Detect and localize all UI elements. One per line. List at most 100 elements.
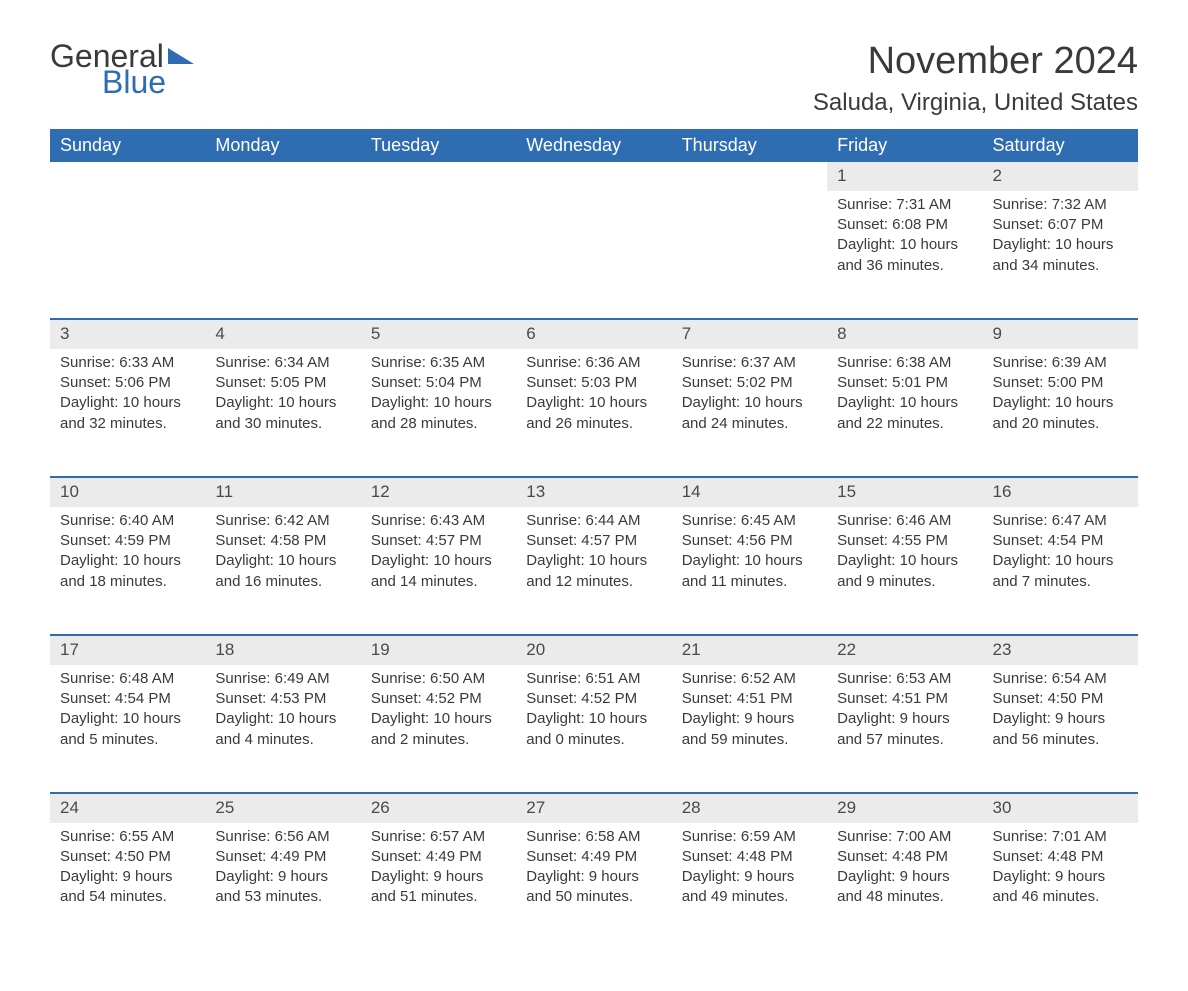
daylight-line: and 4 minutes. <box>215 730 350 750</box>
day-number: 2 <box>983 162 1138 191</box>
daylight-line: Daylight: 9 hours <box>993 709 1128 729</box>
sunrise-line: Sunrise: 6:49 AM <box>215 669 350 689</box>
daylight-line: Daylight: 10 hours <box>682 551 817 571</box>
day-number: 1 <box>827 162 982 191</box>
daylight-line: and 32 minutes. <box>60 414 195 434</box>
sunrise-line: Sunrise: 6:53 AM <box>837 669 972 689</box>
sunset-line: Sunset: 4:48 PM <box>837 847 972 867</box>
daylight-line: and 7 minutes. <box>993 572 1128 592</box>
title-block: November 2024 Saluda, Virginia, United S… <box>813 40 1138 117</box>
day-cell: Sunrise: 6:35 AMSunset: 5:04 PMDaylight:… <box>361 349 516 477</box>
day-number: 20 <box>516 635 671 665</box>
location: Saluda, Virginia, United States <box>813 89 1138 117</box>
sunrise-line: Sunrise: 7:00 AM <box>837 827 972 847</box>
day-number: 22 <box>827 635 982 665</box>
day-header-row: Sunday Monday Tuesday Wednesday Thursday… <box>50 129 1138 162</box>
day-number: 27 <box>516 793 671 823</box>
daylight-line: and 11 minutes. <box>682 572 817 592</box>
sunset-line: Sunset: 5:04 PM <box>371 373 506 393</box>
day-number: 25 <box>205 793 360 823</box>
logo: General Blue <box>50 40 194 98</box>
day-cell: Sunrise: 6:53 AMSunset: 4:51 PMDaylight:… <box>827 665 982 793</box>
day-header: Tuesday <box>361 129 516 162</box>
daylight-line: Daylight: 10 hours <box>371 393 506 413</box>
daylight-line: and 49 minutes. <box>682 887 817 907</box>
daylight-line: and 50 minutes. <box>526 887 661 907</box>
daylight-line: Daylight: 9 hours <box>682 709 817 729</box>
sunrise-line: Sunrise: 6:57 AM <box>371 827 506 847</box>
sunrise-line: Sunrise: 6:59 AM <box>682 827 817 847</box>
daylight-line: Daylight: 10 hours <box>993 393 1128 413</box>
empty-cell <box>361 191 516 319</box>
day-cell: Sunrise: 7:01 AMSunset: 4:48 PMDaylight:… <box>983 823 1138 951</box>
day-number: 3 <box>50 319 205 349</box>
sunrise-line: Sunrise: 6:45 AM <box>682 511 817 531</box>
empty-cell <box>205 162 360 191</box>
daylight-line: Daylight: 10 hours <box>526 551 661 571</box>
week-content-row: Sunrise: 6:40 AMSunset: 4:59 PMDaylight:… <box>50 507 1138 635</box>
daylight-line: and 20 minutes. <box>993 414 1128 434</box>
daylight-line: and 36 minutes. <box>837 256 972 276</box>
day-cell: Sunrise: 6:50 AMSunset: 4:52 PMDaylight:… <box>361 665 516 793</box>
empty-cell <box>672 191 827 319</box>
sunrise-line: Sunrise: 6:38 AM <box>837 353 972 373</box>
day-number: 19 <box>361 635 516 665</box>
sunrise-line: Sunrise: 6:39 AM <box>993 353 1128 373</box>
day-number: 26 <box>361 793 516 823</box>
sunset-line: Sunset: 4:48 PM <box>682 847 817 867</box>
day-number: 8 <box>827 319 982 349</box>
day-number: 15 <box>827 477 982 507</box>
sunrise-line: Sunrise: 6:40 AM <box>60 511 195 531</box>
daylight-line: Daylight: 10 hours <box>60 551 195 571</box>
sunset-line: Sunset: 4:52 PM <box>371 689 506 709</box>
sunset-line: Sunset: 4:49 PM <box>371 847 506 867</box>
day-number: 13 <box>516 477 671 507</box>
daylight-line: and 46 minutes. <box>993 887 1128 907</box>
sunset-line: Sunset: 5:00 PM <box>993 373 1128 393</box>
daylight-line: Daylight: 10 hours <box>60 393 195 413</box>
empty-cell <box>205 191 360 319</box>
day-number: 30 <box>983 793 1138 823</box>
sunset-line: Sunset: 4:57 PM <box>526 531 661 551</box>
day-number: 16 <box>983 477 1138 507</box>
sunrise-line: Sunrise: 6:43 AM <box>371 511 506 531</box>
day-number: 18 <box>205 635 360 665</box>
sunrise-line: Sunrise: 6:33 AM <box>60 353 195 373</box>
day-number: 28 <box>672 793 827 823</box>
sunrise-line: Sunrise: 6:46 AM <box>837 511 972 531</box>
daylight-line: Daylight: 9 hours <box>60 867 195 887</box>
daylight-line: Daylight: 10 hours <box>215 709 350 729</box>
daylight-line: Daylight: 10 hours <box>526 709 661 729</box>
day-header: Saturday <box>983 129 1138 162</box>
sunset-line: Sunset: 4:51 PM <box>682 689 817 709</box>
daylight-line: Daylight: 10 hours <box>371 551 506 571</box>
day-cell: Sunrise: 6:34 AMSunset: 5:05 PMDaylight:… <box>205 349 360 477</box>
week-daynum-row: 3456789 <box>50 319 1138 349</box>
header: General Blue November 2024 Saluda, Virgi… <box>50 40 1138 117</box>
sunset-line: Sunset: 4:59 PM <box>60 531 195 551</box>
daylight-line: and 48 minutes. <box>837 887 972 907</box>
daylight-line: and 5 minutes. <box>60 730 195 750</box>
day-header: Thursday <box>672 129 827 162</box>
daylight-line: Daylight: 10 hours <box>682 393 817 413</box>
sunset-line: Sunset: 5:06 PM <box>60 373 195 393</box>
sunset-line: Sunset: 4:56 PM <box>682 531 817 551</box>
day-cell: Sunrise: 6:39 AMSunset: 5:00 PMDaylight:… <box>983 349 1138 477</box>
sunrise-line: Sunrise: 6:37 AM <box>682 353 817 373</box>
day-cell: Sunrise: 6:51 AMSunset: 4:52 PMDaylight:… <box>516 665 671 793</box>
daylight-line: and 59 minutes. <box>682 730 817 750</box>
daylight-line: Daylight: 10 hours <box>993 551 1128 571</box>
empty-cell <box>50 191 205 319</box>
sunset-line: Sunset: 4:54 PM <box>993 531 1128 551</box>
sunset-line: Sunset: 4:51 PM <box>837 689 972 709</box>
day-cell: Sunrise: 7:00 AMSunset: 4:48 PMDaylight:… <box>827 823 982 951</box>
daylight-line: Daylight: 10 hours <box>837 551 972 571</box>
day-number: 10 <box>50 477 205 507</box>
day-number: 23 <box>983 635 1138 665</box>
sunrise-line: Sunrise: 7:31 AM <box>837 195 972 215</box>
sunrise-line: Sunrise: 6:54 AM <box>993 669 1128 689</box>
month-title: November 2024 <box>813 40 1138 83</box>
daylight-line: Daylight: 10 hours <box>526 393 661 413</box>
empty-cell <box>516 162 671 191</box>
day-cell: Sunrise: 6:37 AMSunset: 5:02 PMDaylight:… <box>672 349 827 477</box>
